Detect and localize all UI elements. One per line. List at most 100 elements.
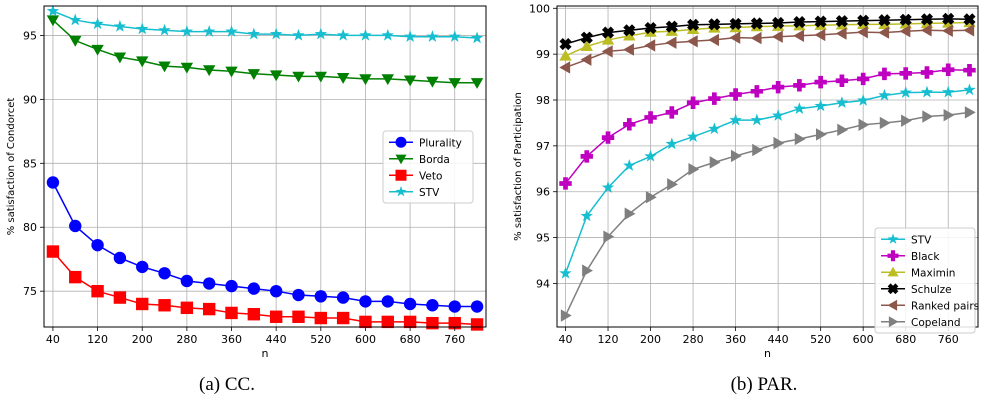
y-tick-label: 75 [23,285,37,298]
data-point [158,299,171,312]
data-point [336,28,350,41]
legend-marker [888,316,899,328]
data-point [729,88,742,101]
data-point [180,62,194,74]
data-point [837,123,849,137]
data-point-shape [857,14,870,27]
data-point-shape [942,12,955,25]
data-point [69,35,82,47]
data-point [899,17,912,29]
x-tick-label: 280 [683,333,704,346]
data-point [750,113,764,126]
data-point [624,207,636,220]
legend-marker [395,136,407,148]
data-point [403,30,417,42]
data-point [708,92,721,105]
data-point [448,316,461,330]
data-point [835,27,847,40]
data-point [708,122,721,135]
data-point [857,14,870,27]
data-point [91,284,104,298]
legend-marker [887,299,898,311]
data-point [113,251,127,265]
data-point [180,301,194,315]
legend-label: Schulze [911,284,952,296]
data-point-shape [899,13,912,26]
data-point [920,66,934,79]
data-point-shape [559,38,572,51]
data-point [269,310,283,323]
data-point [470,78,484,89]
data-point [403,297,417,311]
legend-box [874,227,976,334]
y-tick-label: 94 [536,277,550,290]
data-point [623,159,636,171]
x-tick-label: 760 [938,333,959,346]
data-point [835,15,848,28]
series-veto [46,245,484,331]
data-point [665,36,677,49]
data-point [426,30,439,42]
data-point [835,74,849,87]
data-point [816,128,827,141]
data-point [942,63,955,76]
y-tick-label: 85 [23,157,37,170]
data-point [359,315,372,329]
legend-label: Plurality [419,137,462,149]
data-point [963,13,976,26]
data-point [623,118,636,131]
x-tick-label: 40 [559,333,573,346]
data-point [601,131,615,144]
data-point-shape [601,26,615,39]
data-point [772,16,785,30]
y-tick-label: 95 [23,29,37,42]
data-point [91,238,104,252]
data-point [69,219,82,233]
data-point [359,28,372,41]
data-point [158,23,171,36]
panel-caption: (b) PAR. [731,374,798,395]
data-point [202,302,216,316]
data-point [247,308,261,321]
data-point [314,27,327,40]
legend-label: Ranked pairs [911,300,979,312]
data-point [269,27,283,40]
data-point-shape [750,17,763,30]
data-point [687,18,700,31]
y-axis-label: % satisfaction of Participation [513,92,524,241]
data-point [750,85,764,98]
data-point [292,71,305,83]
series-copeland [560,106,976,322]
legend-marker [395,185,407,197]
data-point [793,102,806,114]
data-point [603,230,615,243]
data-point [879,116,891,130]
y-tick-label: 99 [536,48,550,61]
data-point-shape [814,15,827,28]
series-line [52,19,478,84]
y-axis-label: % satisfaction of Condorcet [6,98,17,236]
data-point [878,88,891,101]
data-point-shape [835,15,848,28]
data-point [448,78,461,89]
data-point [180,274,194,288]
y-tick-label: 80 [23,221,37,234]
data-point [448,300,461,313]
data-point [942,85,955,98]
data-point [943,108,955,122]
data-point [403,315,417,329]
x-tick-label: 440 [768,333,789,346]
data-point [580,40,593,52]
data-point [559,177,572,190]
data-point [665,20,678,33]
legend: STV Black Maximin Schulze Ranked pairs Copela… [874,227,979,334]
data-point [750,31,762,45]
data-point [426,76,439,88]
legend-marker [887,250,899,262]
data-point [644,21,657,35]
data-point [158,267,171,280]
chart-panel-1: 40 120 200 280 360 440 520 600 680 760 75 80 85 90 95 n… [6,4,487,395]
data-point [793,29,805,43]
